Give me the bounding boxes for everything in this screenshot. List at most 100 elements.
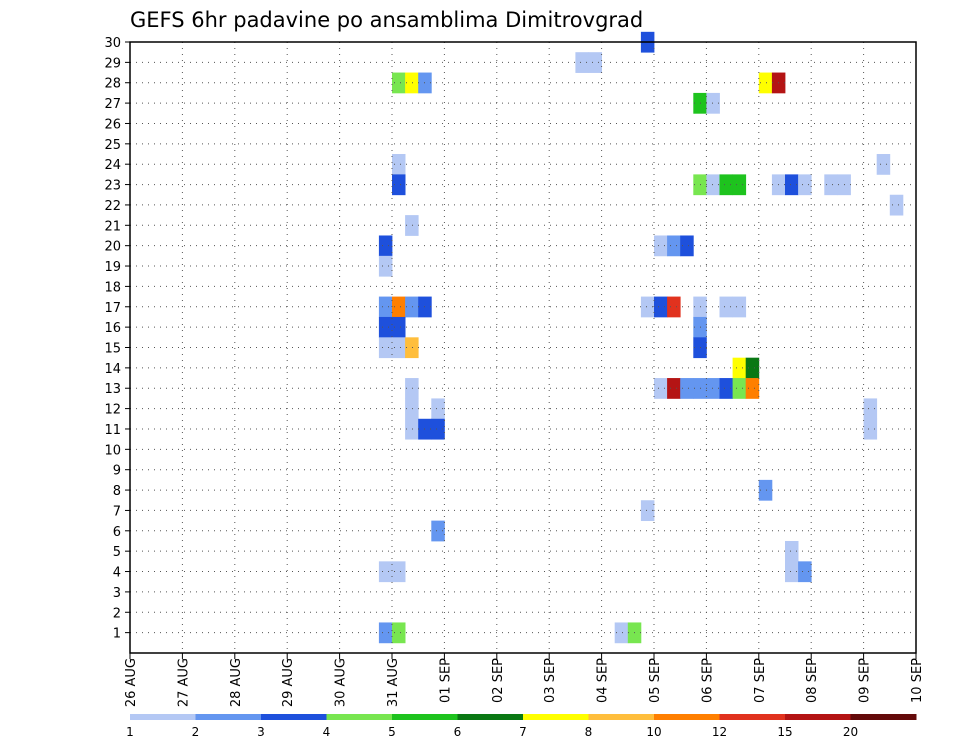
legend-swatch — [130, 714, 196, 720]
y-axis: 1234567891011121314151617181920212223242… — [104, 36, 130, 642]
y-tick-label: 7 — [113, 504, 121, 519]
legend-swatch — [523, 714, 589, 720]
heatmap-cell — [378, 622, 393, 644]
x-tick-label: 09 SEP — [858, 658, 873, 703]
heatmap-cell — [798, 174, 812, 196]
x-tick-label: 10 SEP — [910, 658, 925, 703]
heatmap-cell — [732, 357, 747, 379]
x-tick-label: 31 AUG — [386, 658, 401, 707]
y-tick-label: 16 — [104, 321, 121, 336]
heatmap-cell — [654, 296, 668, 318]
x-tick-label: 29 AUG — [281, 658, 296, 707]
y-tick-label: 15 — [104, 342, 121, 357]
heatmap-cell — [405, 72, 419, 94]
legend-label: 15 — [777, 725, 792, 739]
y-tick-label: 6 — [113, 525, 121, 540]
y-tick-label: 22 — [104, 199, 121, 214]
y-tick-label: 30 — [104, 36, 121, 51]
heatmap-cell — [392, 316, 406, 338]
heatmap-cell — [405, 398, 419, 420]
heatmap-cell — [392, 337, 406, 359]
heatmap-cell — [785, 174, 799, 196]
y-tick-label: 14 — [104, 362, 121, 377]
heatmap-cell — [640, 500, 655, 522]
legend-label: 8 — [585, 725, 593, 739]
legend-swatch — [654, 714, 720, 720]
heatmap-cell — [863, 398, 878, 420]
heatmap-cell — [378, 255, 393, 277]
heatmap-cell — [758, 72, 773, 94]
y-tick-label: 21 — [104, 219, 121, 234]
heatmap-cell — [667, 378, 681, 399]
cells-layer — [378, 31, 904, 644]
legend-label: 4 — [323, 725, 331, 739]
y-tick-label: 1 — [113, 627, 121, 642]
heatmap-cell — [378, 316, 393, 338]
heatmap-cell — [745, 378, 760, 399]
heatmap-cell — [405, 418, 419, 440]
chart-title: GEFS 6hr padavine po ansamblima Dimitrov… — [130, 8, 643, 32]
y-tick-label: 8 — [113, 484, 121, 499]
legend-swatch — [785, 714, 851, 720]
legend-label: 7 — [519, 725, 527, 739]
legend-label: 12 — [712, 725, 727, 739]
heatmap-cell — [680, 378, 694, 399]
y-tick-label: 11 — [104, 423, 121, 438]
legend-label: 10 — [646, 725, 661, 739]
y-tick-label: 25 — [104, 138, 121, 153]
y-tick-label: 4 — [113, 566, 121, 581]
x-tick-label: 04 SEP — [596, 658, 611, 703]
x-tick-label: 03 SEP — [543, 658, 558, 703]
heatmap-cell — [654, 235, 668, 257]
heatmap-cell — [654, 378, 668, 399]
y-tick-label: 26 — [104, 117, 121, 132]
legend-swatch — [392, 714, 458, 720]
heatmap-cell — [667, 235, 681, 257]
x-tick-label: 05 SEP — [648, 658, 663, 703]
y-tick-label: 24 — [104, 158, 121, 173]
legend-label: 20 — [843, 725, 858, 739]
heatmap-cell — [392, 174, 406, 196]
heatmap-cell — [732, 296, 747, 318]
y-tick-label: 12 — [104, 403, 121, 418]
heatmap-cell — [706, 92, 720, 114]
x-tick-label: 28 AUG — [229, 658, 244, 707]
y-tick-label: 17 — [104, 301, 121, 316]
heatmap-cell — [785, 561, 799, 583]
legend-swatch — [588, 714, 655, 720]
y-tick-label: 29 — [104, 56, 121, 71]
heatmap-cell — [431, 520, 445, 542]
x-axis: 26 AUG 27 AUG 28 AUG 29 AUG 30 AUG 31 AUG 01 S… — [124, 653, 925, 707]
legend-label: 1 — [126, 725, 134, 739]
heatmap-cell — [798, 561, 812, 583]
heatmap-cell — [405, 296, 419, 318]
heatmap-cell — [405, 378, 419, 399]
heatmap-cell — [706, 378, 720, 399]
legend-swatch — [457, 714, 524, 720]
heatmap-cell — [719, 296, 733, 318]
heatmap-cell — [640, 296, 655, 318]
heatmap-cell — [680, 235, 694, 257]
heatmap-cell — [719, 174, 733, 196]
heatmap-cell — [405, 337, 419, 359]
y-tick-label: 28 — [104, 77, 121, 92]
color-legend: 1 2 3 4 5 6 7 8 10 12 15 20 — [126, 714, 917, 739]
heatmap-cell — [431, 418, 445, 440]
heatmap-cell — [378, 337, 393, 359]
legend-swatch — [719, 714, 786, 720]
legend-label: 6 — [454, 725, 462, 739]
y-tick-label: 19 — [104, 260, 121, 275]
heatmap-cell — [732, 174, 747, 196]
grid-layer — [130, 41, 916, 653]
y-tick-label: 3 — [113, 586, 121, 601]
heatmap-cell — [614, 622, 629, 644]
heatmap-cell — [889, 194, 904, 216]
x-tick-label: 27 AUG — [176, 658, 191, 707]
heatmap-cell — [378, 296, 393, 318]
legend-swatch — [326, 714, 393, 720]
heatmap-cell — [378, 561, 393, 583]
x-tick-label: 01 SEP — [438, 658, 453, 703]
heatmap-cell — [392, 561, 406, 583]
